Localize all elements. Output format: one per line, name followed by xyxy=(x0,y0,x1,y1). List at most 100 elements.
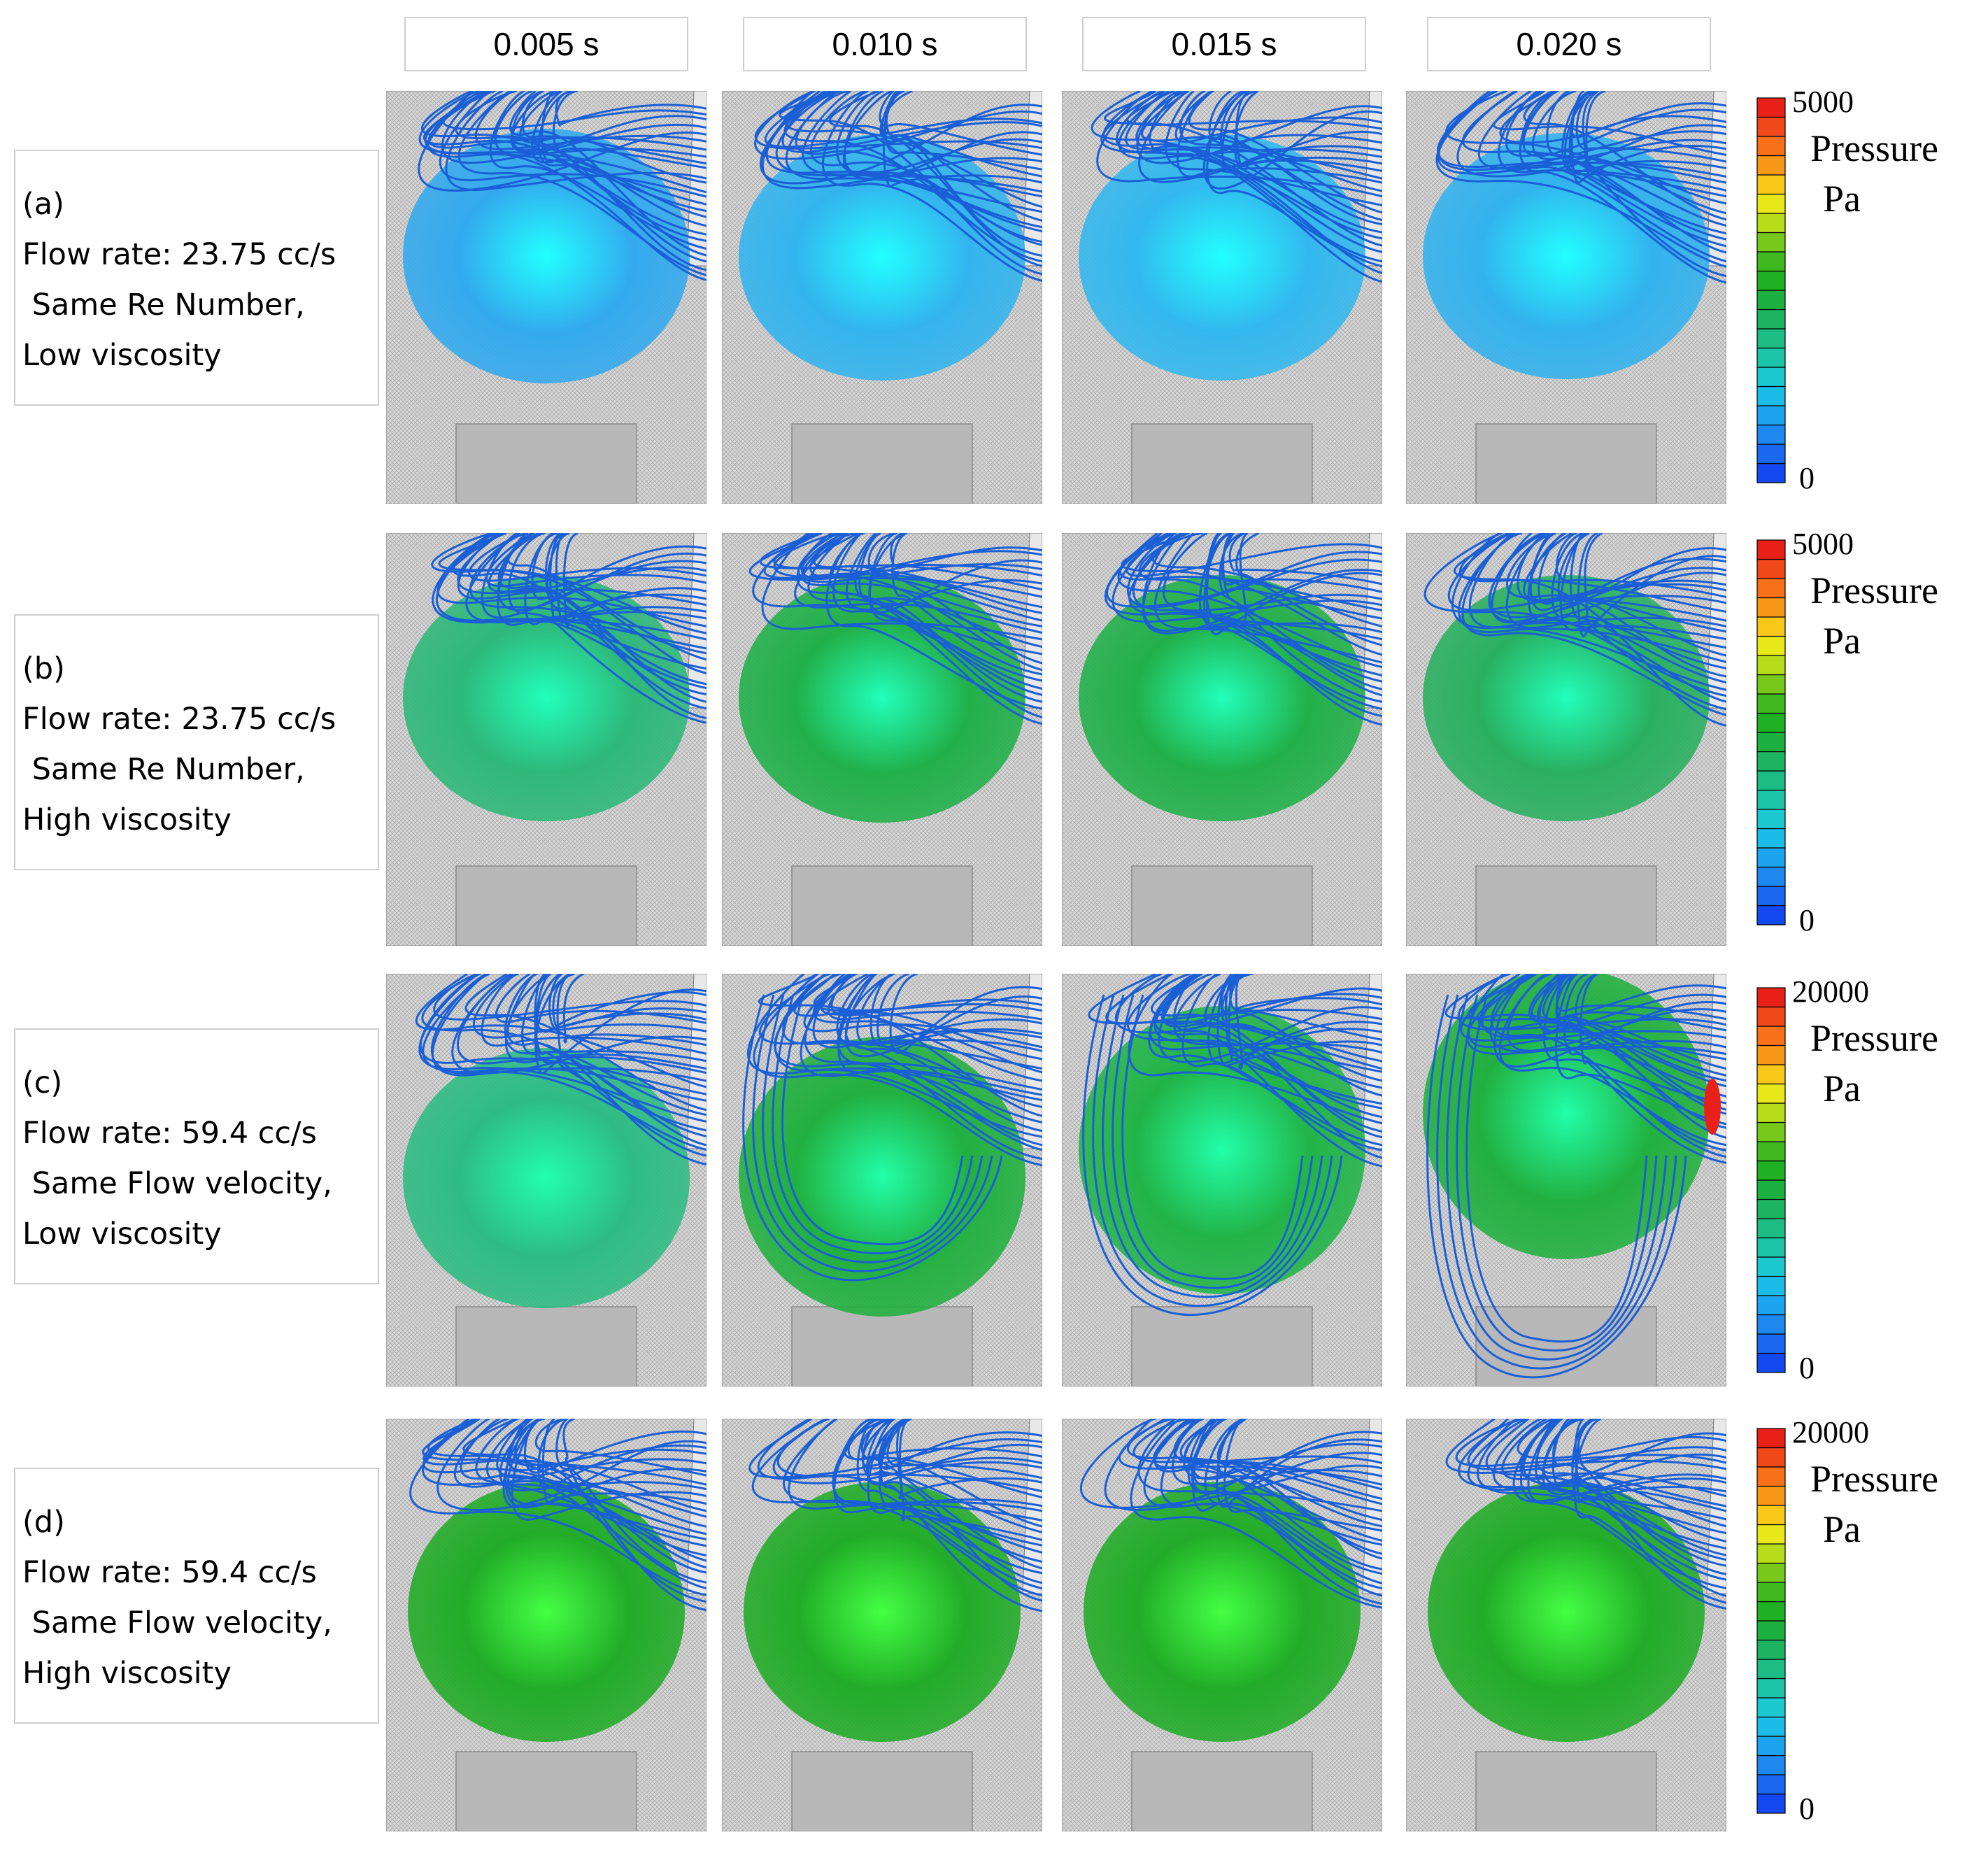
sim-panel-a-2 xyxy=(722,91,1042,504)
streamline xyxy=(1488,533,1726,623)
streamline xyxy=(1216,1419,1382,1560)
sphere xyxy=(1423,133,1710,379)
sphere xyxy=(1079,1006,1365,1294)
streamline xyxy=(452,533,707,710)
outlet-block xyxy=(791,423,973,504)
colorbar-segment xyxy=(1756,1582,1786,1603)
streamline xyxy=(896,1419,1042,1500)
colorbar-segment xyxy=(1756,174,1786,195)
streamline xyxy=(868,533,1042,655)
colorbar-title: Pressure xyxy=(1810,1458,1938,1500)
colorbar-segment xyxy=(1756,905,1786,926)
streamlines xyxy=(748,1419,1042,1612)
streamline xyxy=(1132,533,1382,718)
streamline xyxy=(1485,1419,1726,1556)
streamline xyxy=(421,974,707,1147)
streamlines xyxy=(1426,974,1726,1379)
streamline xyxy=(485,1419,707,1536)
row-label-d-line4: High viscosity xyxy=(22,1656,232,1691)
colorbar-segment xyxy=(1756,116,1786,137)
colorbar-title: Pressure xyxy=(1810,569,1938,611)
sim-panel-a-4 xyxy=(1406,91,1726,504)
streamline xyxy=(460,1419,707,1562)
streamline xyxy=(1568,91,1726,248)
colorbar-segment xyxy=(1756,1314,1786,1335)
streamline xyxy=(534,974,707,1137)
colorbar-segment xyxy=(1756,405,1786,426)
sim-panel-b-2 xyxy=(722,533,1042,946)
streamline xyxy=(866,1419,1042,1486)
streamline xyxy=(1435,91,1726,268)
streamline xyxy=(1128,533,1382,697)
outlet-block xyxy=(455,423,637,504)
streamlines xyxy=(742,974,1042,1282)
sphere xyxy=(739,574,1025,823)
streamline xyxy=(1138,533,1382,690)
streamline xyxy=(1223,1419,1382,1532)
sim-panel-d-3 xyxy=(1062,1419,1382,1831)
streamline xyxy=(509,91,707,257)
streamline xyxy=(1102,91,1382,274)
streamline xyxy=(457,974,707,1075)
streamline xyxy=(1446,994,1668,1361)
streamline xyxy=(867,533,1042,609)
streamline xyxy=(775,91,1042,193)
streamline xyxy=(415,974,707,1088)
colorbar-segment xyxy=(1756,539,1786,560)
colorbar-unit: Pa xyxy=(1823,1068,1861,1109)
streamline xyxy=(1151,533,1382,627)
colorbar-segment xyxy=(1756,1562,1786,1583)
streamlines xyxy=(1445,1419,1726,1610)
colorbar-segment xyxy=(1756,693,1786,714)
colorbar-segment xyxy=(1756,558,1786,579)
streamline xyxy=(1208,91,1382,222)
streamline xyxy=(1092,994,1333,1307)
streamline xyxy=(1148,974,1382,1147)
streamline xyxy=(1498,974,1726,1147)
outlet-block xyxy=(1131,1751,1313,1831)
streamline xyxy=(869,533,1042,614)
streamline xyxy=(813,533,1042,665)
streamline xyxy=(1112,994,1314,1289)
row-label-a-line4: Low viscosity xyxy=(22,338,222,373)
streamline xyxy=(1228,974,1382,1105)
row-label-b-line3: Same Re Number, xyxy=(22,752,305,787)
colorbar-min-label: 0 xyxy=(1799,1792,1815,1820)
colorbar-min-label: 0 xyxy=(1799,1351,1815,1380)
streamline xyxy=(1235,533,1382,646)
sim-panel-c-4 xyxy=(1406,974,1726,1387)
streamline xyxy=(856,1419,1042,1590)
colorbar-segment xyxy=(1756,1237,1786,1258)
streamline xyxy=(511,91,707,236)
streamline xyxy=(1542,1419,1726,1597)
streamline xyxy=(1206,91,1382,268)
colorbar-a: 5000 0 Pressure Pa xyxy=(1756,91,1966,490)
colorbar-max-label: 20000 xyxy=(1792,1421,1869,1449)
streamline xyxy=(1575,91,1726,163)
colorbar-segment xyxy=(1756,308,1786,329)
streamline xyxy=(1582,91,1726,278)
row-label-d: (d) Flow rate: 59.4 cc/s Same Flow veloc… xyxy=(14,1468,379,1724)
colorbar-segment xyxy=(1756,1601,1786,1622)
streamline xyxy=(1121,994,1304,1280)
streamline xyxy=(1506,533,1726,678)
streamline xyxy=(455,91,707,271)
colorbar-segment xyxy=(1756,1736,1786,1757)
streamline xyxy=(469,533,707,655)
streamline xyxy=(1142,533,1382,664)
colorbar-segment xyxy=(1756,732,1786,753)
sim-panel-b-3 xyxy=(1062,533,1382,946)
streamline xyxy=(1229,974,1382,1011)
colorbar-segment xyxy=(1756,328,1786,349)
colorbar-segment xyxy=(1756,847,1786,868)
sim-panel-b-4 xyxy=(1406,533,1726,946)
colorbar-max-label: 5000 xyxy=(1792,91,1854,119)
streamline xyxy=(441,91,707,164)
colorbar-segment xyxy=(1756,1121,1786,1142)
streamline xyxy=(1528,533,1726,657)
streamline xyxy=(548,974,707,1033)
streamline xyxy=(1204,1419,1382,1589)
streamline xyxy=(1579,974,1726,1164)
streamline xyxy=(464,974,707,1112)
sphere xyxy=(739,134,1025,381)
